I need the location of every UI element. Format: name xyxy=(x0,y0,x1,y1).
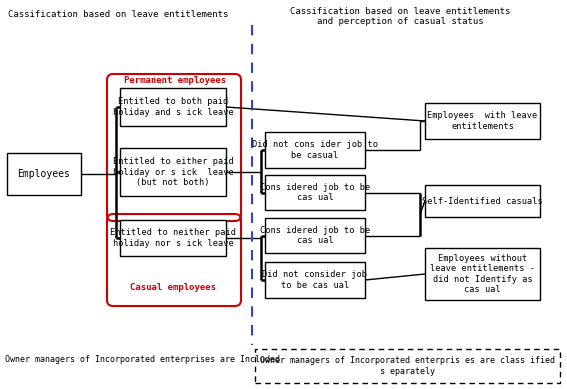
Text: Cons idered job to be
cas ual: Cons idered job to be cas ual xyxy=(260,226,370,245)
Text: Did not cons ider job to
be casual: Did not cons ider job to be casual xyxy=(252,140,378,160)
Bar xyxy=(7,153,81,195)
Text: Cassification based on leave entitlements
and perception of casual status: Cassification based on leave entitlement… xyxy=(290,7,510,26)
Bar xyxy=(120,220,226,256)
Bar xyxy=(255,349,560,383)
Bar xyxy=(425,248,540,300)
Text: Entitled to both paid
holiday and s ick leave: Entitled to both paid holiday and s ick … xyxy=(113,97,234,117)
Text: Owner managers of Incorporated enterprises are Included: Owner managers of Incorporated enterpris… xyxy=(5,356,280,364)
Text: Employees without
leave entitlements -
did not Identify as
cas ual: Employees without leave entitlements - d… xyxy=(430,254,535,294)
Text: Did not consider job
to be cas ual: Did not consider job to be cas ual xyxy=(263,270,367,290)
Text: Permanent employees: Permanent employees xyxy=(124,75,226,84)
Bar xyxy=(120,148,226,196)
Text: Owner managers of Incorporated enterpris es are class ified
s eparately: Owner managers of Incorporated enterpris… xyxy=(260,356,555,376)
Bar xyxy=(425,103,540,139)
Bar xyxy=(265,132,365,168)
Bar xyxy=(425,185,540,217)
Text: Employees  with leave
entitlements: Employees with leave entitlements xyxy=(428,111,538,131)
Bar xyxy=(120,88,226,126)
Text: Entitled to neither paid
holiday nor s ick leave: Entitled to neither paid holiday nor s i… xyxy=(110,228,236,248)
Bar xyxy=(265,262,365,298)
Text: Self-Identified casuals: Self-Identified casuals xyxy=(422,196,543,205)
Text: Employees: Employees xyxy=(18,169,70,179)
Bar xyxy=(265,218,365,253)
Text: Casual employees: Casual employees xyxy=(130,282,216,291)
Text: Cons idered job to be
cas ual: Cons idered job to be cas ual xyxy=(260,183,370,202)
Text: Entitled to either paid
holiday or s ick  leave
(but not both): Entitled to either paid holiday or s ick… xyxy=(113,157,234,187)
Bar xyxy=(265,175,365,210)
Text: Cassification based on leave entitlements: Cassification based on leave entitlement… xyxy=(8,10,228,19)
